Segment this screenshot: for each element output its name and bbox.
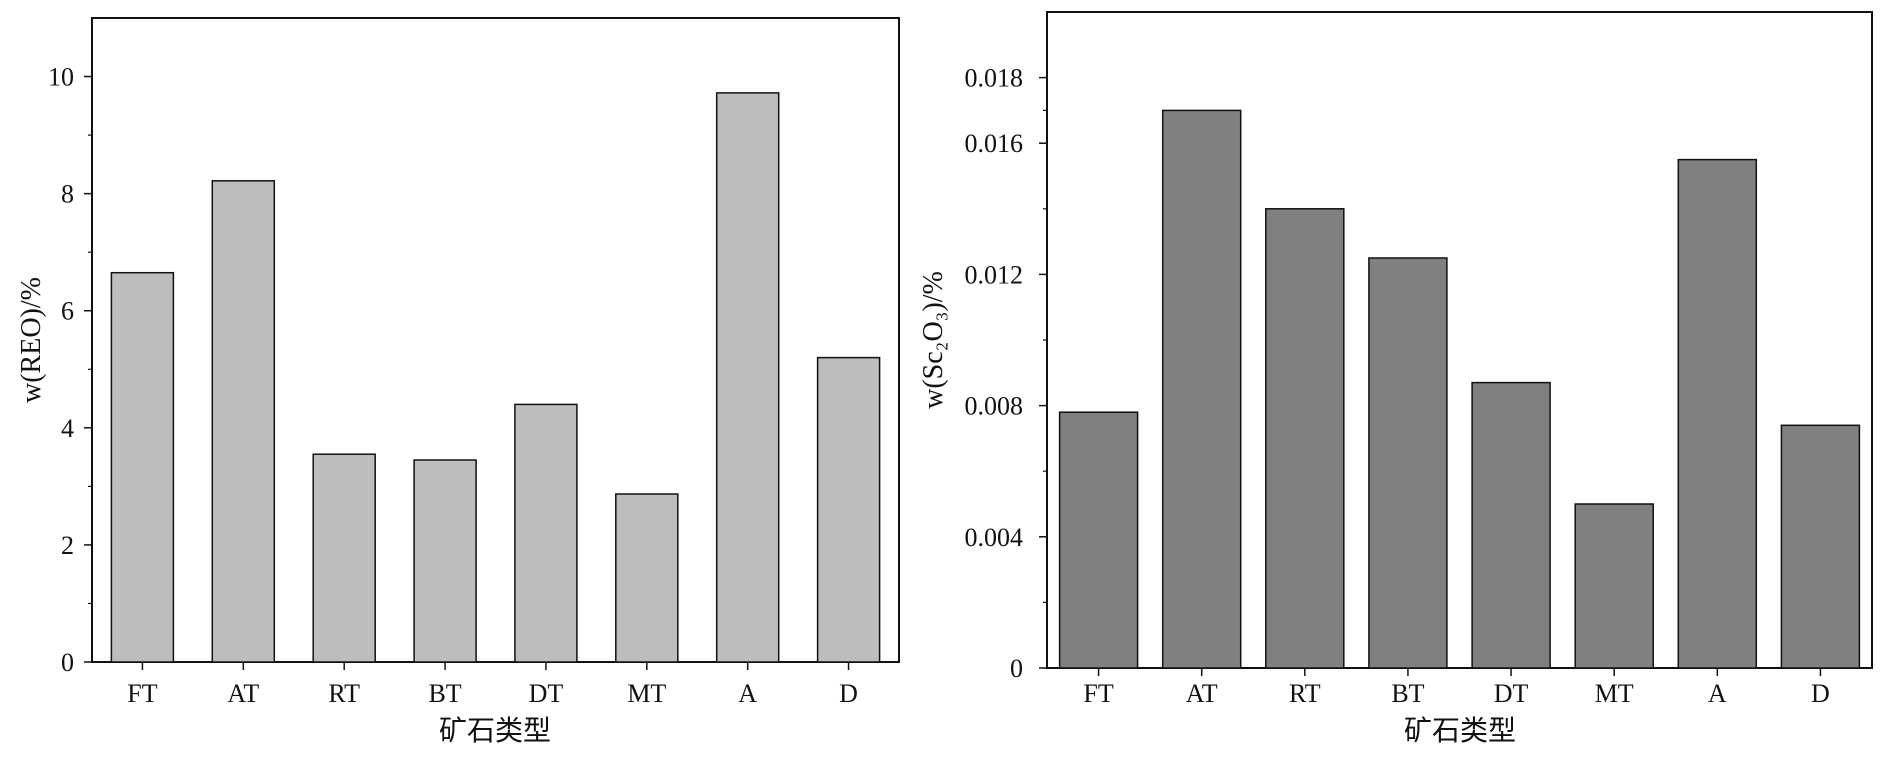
x-tick-label: RT	[328, 679, 360, 708]
plot-frame	[91, 17, 900, 663]
x-tick-label: FT	[127, 679, 157, 708]
y-tick-label: 4	[61, 414, 74, 443]
bar-at	[211, 180, 276, 663]
x-axis-title: 矿石类型	[439, 715, 551, 747]
bar-d	[1780, 424, 1861, 669]
bar-rt	[312, 453, 376, 663]
bar-ft	[110, 271, 175, 663]
y-tick-label: 0.016	[965, 129, 1024, 158]
y-tick-label: 0.008	[965, 392, 1024, 421]
x-tick-label: MT	[1595, 679, 1634, 708]
bar-bt	[1368, 257, 1448, 669]
bar-at	[1161, 109, 1242, 669]
x-axis-title: 矿石类型	[1404, 715, 1516, 747]
x-ticks: FT AT RT BT DT MT A D	[1083, 668, 1830, 708]
bars	[110, 92, 881, 663]
x-tick-label: AT	[1186, 679, 1218, 708]
reo-chart: 0 2 4 6 8 10 FT AT RT BT DT MT A D 矿石类型 w(REO)/%	[16, 17, 900, 747]
sc2o3-chart: 0 0.004 0.008 0.012 0.016 0.018 FT AT RT BT DT MT A…	[918, 11, 1873, 747]
x-tick-label: AT	[227, 679, 259, 708]
x-tick-label: D	[1811, 679, 1830, 708]
bar-a	[1677, 158, 1758, 669]
bar-bt	[413, 459, 477, 663]
bar-mt	[1574, 503, 1654, 669]
bar-rt	[1265, 208, 1345, 669]
x-tick-label: RT	[1289, 679, 1321, 708]
y-ticks: 0 2 4 6 8 10	[48, 63, 92, 677]
x-tick-label: D	[839, 679, 858, 708]
bars	[1058, 109, 1861, 669]
y-axis-title: w(REO)/%	[16, 277, 47, 403]
y-tick-label: 0.018	[965, 64, 1024, 93]
x-tick-label: MT	[627, 679, 666, 708]
y-tick-label: 8	[61, 180, 74, 209]
x-tick-label: BT	[1391, 679, 1424, 708]
y-tick-label: 0.012	[965, 260, 1024, 289]
y-tick-label: 0.004	[965, 523, 1024, 552]
y-axis-title: w(Sc₂O₃)/%	[918, 271, 949, 409]
x-tick-label: BT	[428, 679, 461, 708]
x-tick-label: A	[1708, 679, 1727, 708]
bar-d	[816, 356, 881, 663]
bar-ft	[1058, 411, 1139, 669]
y-ticks: 0 0.004 0.008 0.012 0.016 0.018	[965, 64, 1047, 683]
bar-dt	[1471, 381, 1551, 669]
x-tick-label: DT	[1494, 679, 1529, 708]
bar-a	[715, 92, 780, 663]
y-tick-label: 10	[48, 63, 74, 92]
bar-mt	[615, 493, 679, 663]
x-tick-label: DT	[529, 679, 564, 708]
x-tick-label: A	[738, 679, 757, 708]
bar-dt	[514, 403, 578, 663]
x-tick-label: FT	[1083, 679, 1113, 708]
y-tick-label: 0	[61, 648, 74, 677]
x-ticks: FT AT RT BT DT MT A D	[127, 662, 858, 708]
y-tick-label: 6	[61, 297, 74, 326]
y-tick-label: 0	[1010, 654, 1023, 683]
y-tick-label: 2	[61, 531, 74, 560]
